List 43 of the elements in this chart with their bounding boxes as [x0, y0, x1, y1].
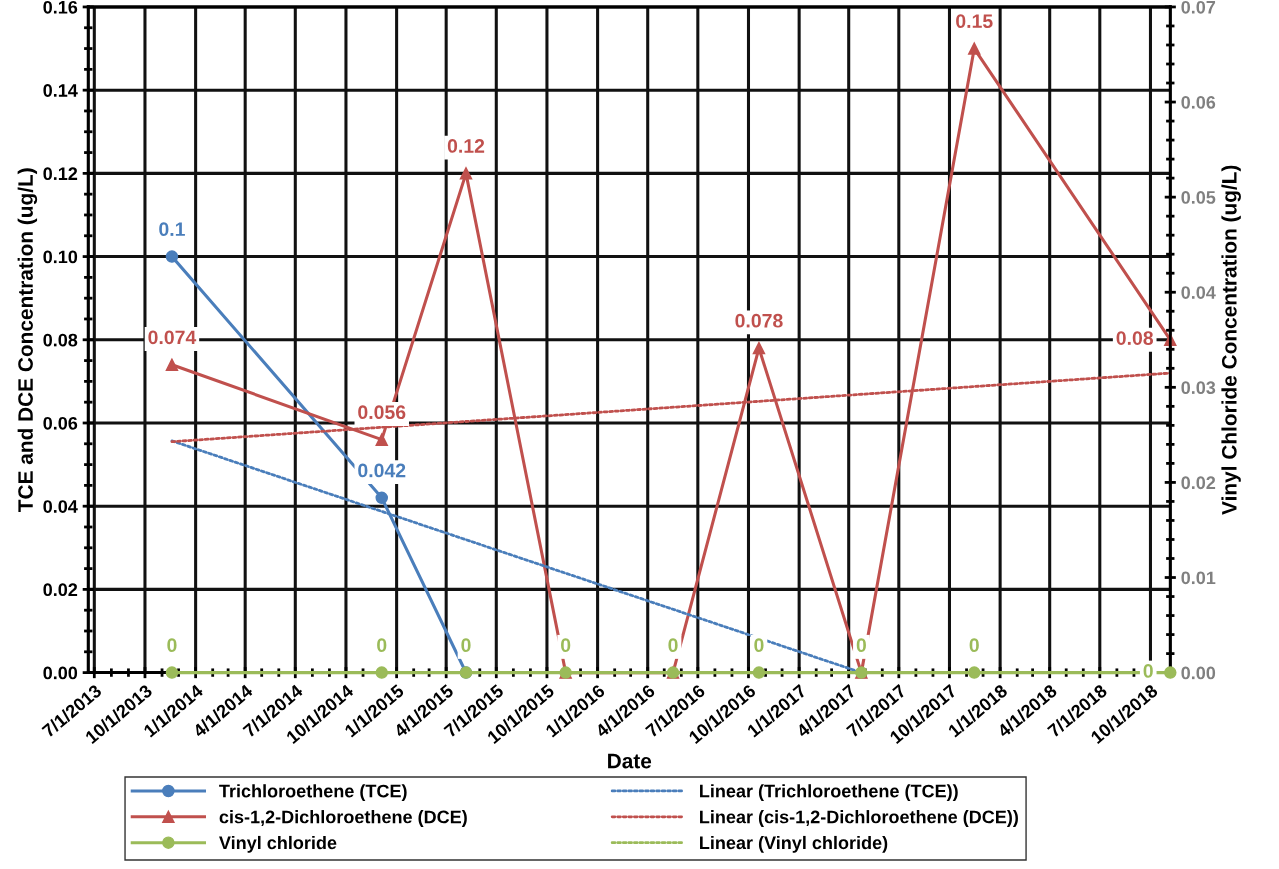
y2-axis-title: Vinyl Chloride Concentration (ug/L) [1221, 165, 1241, 515]
data-label: 0 [561, 638, 571, 653]
legend-label: Linear (cis-1,2-Dichloroethene (DCE)) [700, 810, 1018, 827]
y-tick-label: 0.04 [43, 500, 78, 513]
y-tick-label: 0.06 [43, 416, 78, 430]
y-tick-label: 0.02 [43, 583, 78, 597]
legend-label: Vinyl chloride [219, 835, 337, 853]
legend-label: Trichloroethene (TCE) [219, 784, 407, 802]
y2-tick-label: 0.06 [1181, 95, 1216, 109]
y2-tick-label: 0.07 [1181, 0, 1216, 14]
data-label: 0.078 [735, 313, 783, 328]
y2-tick-label: 0.01 [1181, 571, 1216, 585]
data-label: 0 [754, 638, 764, 653]
data-label: 0 [377, 638, 387, 653]
y-tick-label: 0.12 [43, 167, 78, 181]
x-axis-title: Date [608, 753, 652, 769]
data-label: 0 [461, 638, 471, 653]
y2-tick-label: 0.00 [1181, 666, 1216, 680]
y-tick-label: 0.10 [43, 250, 78, 264]
data-label: 0.15 [956, 14, 993, 29]
y-tick-label: 0.16 [43, 0, 78, 14]
data-label: 0.074 [148, 330, 197, 345]
y2-tick-label: 0.03 [1181, 381, 1216, 395]
data-label: 0.12 [447, 139, 485, 153]
legend-label: Linear (Trichloroethene (TCE)) [700, 784, 958, 802]
data-label: 0.042 [358, 463, 406, 478]
y-tick-label: 0.00 [43, 666, 78, 680]
y2-tick-label: 0.04 [1181, 286, 1216, 299]
legend-label: cis-1,2-Dichloroethene (DCE) [219, 810, 467, 827]
y2-tick-label: 0.05 [1181, 191, 1216, 204]
y-tick-label: 0.08 [43, 333, 78, 347]
data-label: 0 [856, 638, 866, 653]
y-axis-title: TCE and DCE Concentration (ug/L) [17, 168, 38, 512]
y-tick-label: 0.14 [43, 84, 78, 97]
data-label: 0 [167, 638, 177, 653]
data-label: 0.056 [358, 405, 406, 420]
data-label: 0 [1143, 664, 1153, 678]
data-label: 0.08 [1116, 331, 1154, 345]
data-label: 0.1 [159, 222, 185, 237]
y2-tick-label: 0.02 [1181, 476, 1216, 490]
data-label: 0 [969, 638, 979, 653]
data-label: 0 [668, 638, 678, 653]
legend-label: Linear (Vinyl chloride) [700, 835, 888, 853]
